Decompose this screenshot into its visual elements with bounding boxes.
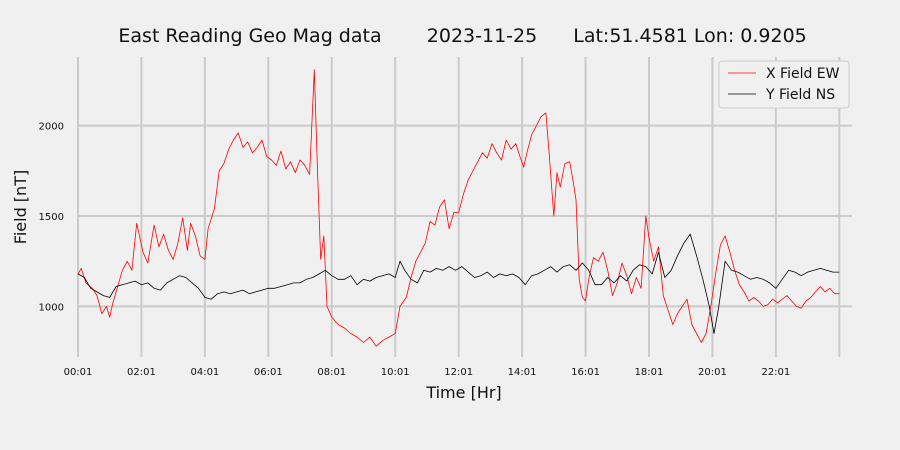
x-axis-label: Time [Hr] xyxy=(425,383,501,402)
chart-title-station: East Reading Geo Mag data xyxy=(118,25,381,47)
x-tick-label: 20:01 xyxy=(698,367,727,378)
y-tick-labels: 1000 1500 2000 xyxy=(39,122,64,314)
x-tick-label: 14:01 xyxy=(508,367,537,378)
legend-label-y-field: Y Field NS xyxy=(765,87,835,103)
x-tick-label: 10:01 xyxy=(381,367,410,378)
x-tick-labels: 00:01 02:01 04:01 06:01 08:01 10:01 12:01 14:01… xyxy=(64,367,791,378)
x-tick-label: 12:01 xyxy=(444,367,473,378)
y-axis-label: Field [nT] xyxy=(11,170,30,244)
x-tick-label: 00:01 xyxy=(64,367,93,378)
x-tick-label: 08:01 xyxy=(317,367,346,378)
y-grid xyxy=(78,124,852,308)
y-tick-label: 2000 xyxy=(39,122,64,133)
x-tick-label: 22:01 xyxy=(761,367,790,378)
x-tick-label: 06:01 xyxy=(254,367,283,378)
chart-title-location: Lat:51.4581 Lon: 0.9205 xyxy=(573,25,807,47)
series-line-1 xyxy=(77,233,840,334)
x-tick-label: 16:01 xyxy=(571,367,600,378)
y-tick-label: 1000 xyxy=(39,302,64,313)
legend-label-x-field: X Field EW xyxy=(766,66,840,82)
x-tick-label: 04:01 xyxy=(190,367,219,378)
x-tick-label: 02:01 xyxy=(127,367,156,378)
legend: X Field EW Y Field NS xyxy=(718,60,850,109)
series-layer xyxy=(77,69,840,347)
y-tick-label: 1500 xyxy=(39,212,64,223)
x-tick-label: 18:01 xyxy=(635,367,664,378)
chart-title-date: 2023-11-25 xyxy=(427,25,537,47)
